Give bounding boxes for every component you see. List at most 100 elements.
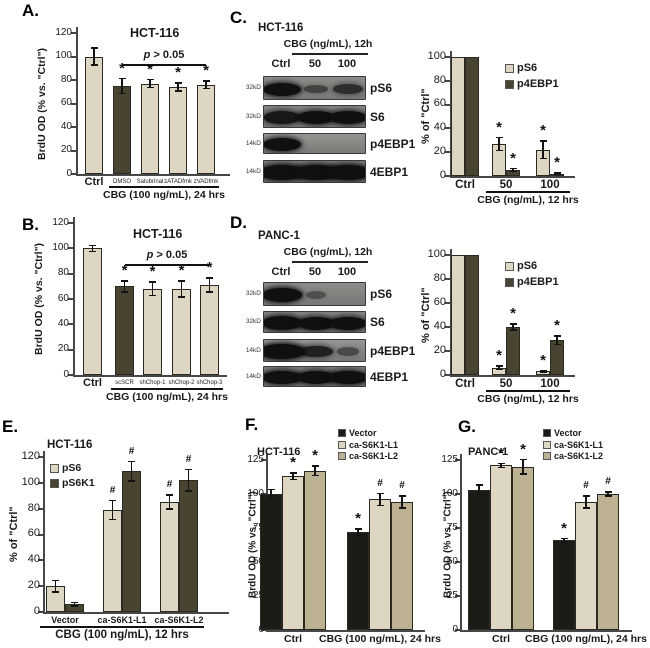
bar bbox=[169, 87, 187, 174]
x-category-label: 50 bbox=[499, 378, 513, 390]
error-bar bbox=[187, 468, 190, 492]
error-bar-cap bbox=[519, 473, 527, 475]
protein-band bbox=[297, 111, 335, 124]
blot-treatment-underline bbox=[292, 261, 368, 263]
error-bar bbox=[151, 281, 154, 297]
group-underline bbox=[486, 390, 570, 392]
y-tick-label: 80 bbox=[60, 73, 72, 85]
y-tick bbox=[68, 247, 73, 250]
panel-d-letter: D. bbox=[230, 213, 247, 232]
protein-band bbox=[264, 316, 303, 330]
significance-label: p > 0.05 bbox=[146, 249, 188, 261]
blot-treatment-underline bbox=[292, 53, 368, 55]
error-bar-cap bbox=[560, 541, 568, 543]
error-bar-cap bbox=[128, 460, 135, 463]
legend-label: Vector bbox=[349, 428, 377, 438]
y-tick-label: 0 bbox=[439, 367, 446, 380]
legend-swatch bbox=[338, 452, 346, 460]
error-bar-cap bbox=[311, 474, 319, 477]
x-category-label: Ctrl bbox=[84, 176, 104, 188]
legend-label: pS6 bbox=[517, 62, 538, 74]
y-tick-label: 75 bbox=[446, 521, 458, 533]
group-underline bbox=[109, 186, 219, 188]
significance-mark: # bbox=[109, 484, 116, 496]
y-axis-title: BrdU OD (% vs. "Ctrl") bbox=[442, 491, 454, 599]
error-bar-cap bbox=[553, 172, 561, 174]
chart-title: PANC-1 bbox=[468, 446, 509, 458]
error-bar-cap bbox=[202, 80, 210, 82]
y-tick-label: 40 bbox=[57, 317, 69, 329]
blot-protein-label: pS6 bbox=[370, 81, 393, 95]
x-category-label: scSCR bbox=[115, 380, 134, 386]
error-bar bbox=[607, 491, 609, 497]
bar bbox=[506, 327, 520, 375]
error-bar bbox=[149, 78, 151, 89]
bar bbox=[465, 255, 479, 375]
group-underline bbox=[111, 388, 223, 390]
protein-band bbox=[264, 370, 303, 385]
error-bar-cap bbox=[71, 601, 78, 604]
error-bar-cap bbox=[52, 579, 59, 582]
bar bbox=[451, 57, 465, 176]
protein-band bbox=[264, 82, 301, 96]
error-bar-cap bbox=[109, 518, 116, 521]
significance-mark: * bbox=[540, 352, 546, 370]
legend-item: Vector bbox=[543, 428, 582, 438]
error-bar-cap bbox=[553, 335, 561, 337]
protein-band bbox=[264, 111, 300, 124]
legend-swatch bbox=[505, 63, 514, 73]
legend-item: p4EBP1 bbox=[505, 276, 559, 288]
blot-treatment: CBG (ng/mL), 12h bbox=[283, 246, 373, 258]
y-tick-label: 125 bbox=[441, 453, 458, 465]
legend-swatch bbox=[50, 478, 59, 488]
blot-lane-label: Ctrl bbox=[271, 266, 291, 278]
error-bar-cap bbox=[118, 77, 126, 80]
bar bbox=[160, 502, 179, 612]
legend-label: pS6K1 bbox=[62, 477, 95, 489]
y-tick-label: 100 bbox=[21, 475, 40, 488]
panel-a-bar-chart: 0 20 40 60 80 100 120 BrdU OD (% vs. "Ctrl") HCT… bbox=[20, 0, 250, 212]
y-axis-title: % of "Ctrl" bbox=[420, 88, 432, 145]
protein-band bbox=[297, 371, 335, 384]
y-tick bbox=[68, 348, 73, 351]
y-tick-label: 40 bbox=[433, 319, 446, 332]
x-category-label: shChop-1 bbox=[139, 380, 166, 386]
legend-label: pS6 bbox=[517, 260, 538, 272]
significance-mark: * bbox=[520, 440, 526, 458]
significance-mark: * bbox=[312, 447, 318, 465]
bar bbox=[550, 340, 564, 375]
legend-item: ca-S6K1-L2 bbox=[338, 451, 398, 461]
error-bar bbox=[208, 277, 211, 293]
error-bar-cap bbox=[166, 494, 173, 496]
legend-swatch bbox=[50, 463, 59, 473]
panel-g-letter: G. bbox=[458, 417, 476, 436]
x-axis-title: CBG (100 ng/mL), 24 hrs bbox=[106, 391, 228, 403]
error-bar bbox=[498, 136, 500, 151]
y-tick bbox=[261, 459, 266, 461]
x-category-label: zVADfmk bbox=[193, 179, 219, 185]
error-bar bbox=[379, 492, 381, 507]
error-bar-cap bbox=[185, 490, 192, 492]
x-category-label: Ctrl bbox=[491, 633, 511, 645]
x-axis bbox=[266, 630, 425, 632]
blot-strip bbox=[263, 339, 366, 362]
y-tick bbox=[38, 456, 43, 458]
error-bar bbox=[180, 280, 183, 298]
molecular-weight-label: 14kD bbox=[245, 372, 261, 380]
protein-band bbox=[329, 111, 365, 124]
legend-swatch bbox=[543, 429, 551, 437]
legend-item: pS6K1 bbox=[50, 477, 95, 489]
bar bbox=[85, 56, 103, 174]
error-bar bbox=[123, 280, 126, 293]
error-bar-cap bbox=[128, 480, 135, 482]
molecular-weight-label: 14kD bbox=[245, 346, 261, 354]
legend-item: pS6 bbox=[50, 462, 81, 474]
y-tick bbox=[38, 533, 43, 536]
protein-band bbox=[304, 84, 328, 94]
significance-label: p > 0.05 bbox=[143, 49, 185, 61]
error-bar-cap bbox=[604, 495, 612, 497]
y-tick bbox=[38, 611, 43, 613]
panel-g-bar-chart: 0 25 50 75 100 125 BrdU OD (% vs. "Ctrl") PANC-… bbox=[440, 415, 650, 648]
y-tick-label: 40 bbox=[60, 120, 72, 132]
error-bar-cap bbox=[553, 343, 561, 345]
